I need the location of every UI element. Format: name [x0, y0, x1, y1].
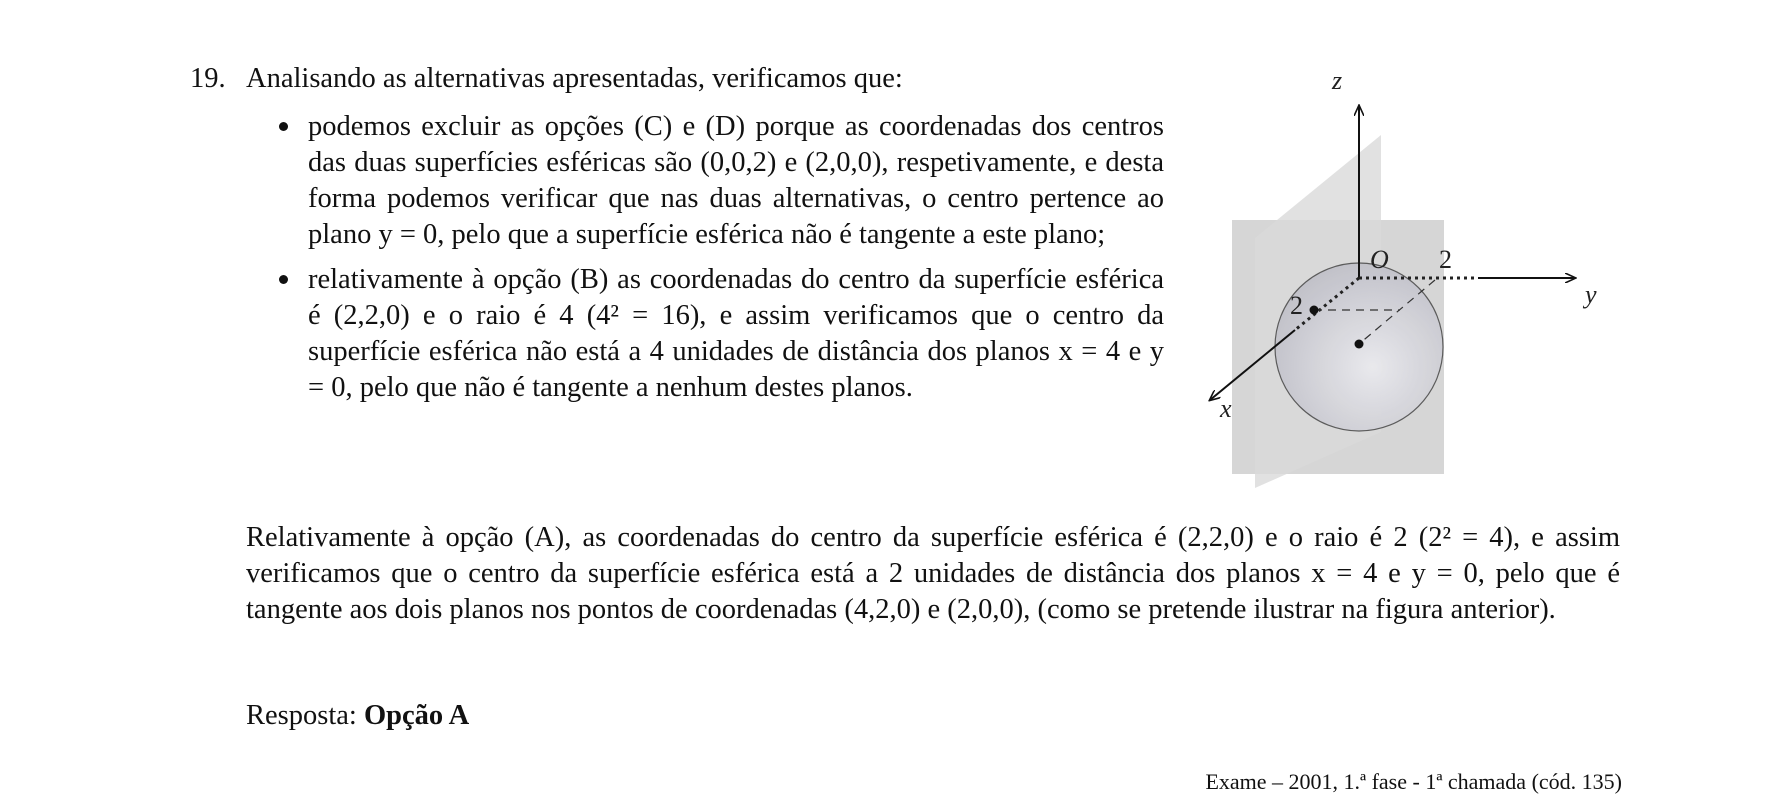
y-axis-label: y — [1582, 280, 1597, 309]
list-item: podemos excluir as opções (C) e (D) porq… — [279, 109, 1164, 253]
y-tick-label: 2 — [1439, 245, 1452, 274]
conclusion-paragraph: Relativamente à opção (A), as coordenada… — [246, 522, 1620, 625]
bullet-text: podemos excluir as opções (C) e (D) porq… — [308, 111, 1164, 250]
answer-label: Resposta: — [246, 700, 357, 731]
guide-line — [1358, 279, 1436, 345]
bullet-icon — [279, 275, 288, 284]
point-on-x-axis — [1309, 305, 1319, 315]
bullet-list: podemos excluir as opções (C) e (D) porq… — [279, 109, 1164, 415]
sphere-figure: z y x O 2 2 — [1195, 70, 1597, 488]
bullet-text: relativamente à opção (B) as coordenadas… — [308, 264, 1164, 403]
x-tick-label: 2 — [1290, 291, 1303, 320]
sphere-center-point — [1354, 339, 1364, 349]
answer-line: Resposta: Opção A — [246, 698, 469, 734]
z-axis-label: z — [1331, 70, 1342, 95]
x-axis-label: x — [1219, 394, 1232, 423]
question-number: 19. — [190, 63, 226, 94]
bullet-icon — [279, 122, 288, 131]
origin-label: O — [1370, 245, 1389, 274]
question-intro: Analisando as alternativas apresentadas,… — [246, 63, 903, 94]
answer-value: Opção A — [363, 700, 470, 731]
source-note: Exame – 2001, 1.ª fase - 1ª chamada (cód… — [1205, 769, 1622, 794]
list-item: relativamente à opção (B) as coordenadas… — [279, 262, 1164, 406]
x-axis — [1210, 329, 1296, 400]
